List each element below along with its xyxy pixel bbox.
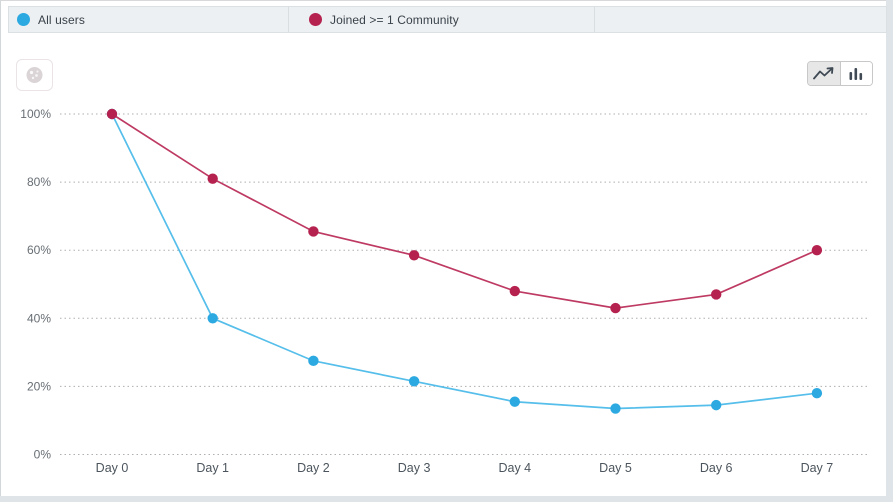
line-chart-icon (812, 66, 834, 79)
data-point[interactable] (610, 302, 621, 314)
x-axis-tick-label: Day 2 (297, 461, 330, 475)
series-color-dot-all-users (17, 13, 30, 26)
x-axis-tick-label: Day 1 (196, 461, 229, 475)
data-point[interactable] (207, 173, 218, 184)
bar-chart-toggle-button[interactable] (840, 62, 872, 85)
x-axis-tick-label: Day 3 (398, 461, 431, 475)
series-line (111, 113, 818, 309)
y-axis-tick-label: 80% (27, 175, 51, 189)
y-axis-tick-label: 60% (27, 243, 51, 257)
y-axis-tick-label: 100% (20, 107, 51, 121)
data-point[interactable] (408, 250, 420, 261)
legend-item-joined-community[interactable]: Joined >= 1 Community (289, 7, 595, 32)
x-axis-tick-label: Day 4 (498, 461, 531, 475)
data-point[interactable] (811, 388, 823, 399)
globe-button[interactable] (16, 59, 53, 91)
data-point[interactable] (711, 289, 722, 300)
bar-chart-icon (849, 67, 863, 80)
y-axis-tick-label: 40% (27, 311, 51, 325)
line-chart-toggle-button[interactable] (808, 62, 841, 85)
globe-icon (26, 67, 43, 83)
legend-label-all-users: All users (38, 12, 85, 27)
series-line (111, 113, 817, 410)
legend-bar: All users Joined >= 1 Community (8, 6, 887, 33)
y-axis-tick-label: 20% (27, 379, 51, 393)
legend-label-joined-community: Joined >= 1 Community (330, 12, 459, 27)
series-color-dot-joined-community (309, 13, 322, 26)
legend-item-all-users[interactable]: All users (9, 7, 289, 32)
data-point[interactable] (106, 108, 118, 120)
chart-type-toggle (807, 61, 873, 86)
data-point[interactable] (509, 396, 520, 407)
y-axis-tick-label: 0% (34, 448, 52, 462)
data-point[interactable] (610, 403, 621, 414)
x-axis-tick-label: Day 7 (801, 461, 834, 475)
data-point[interactable] (408, 376, 420, 387)
data-point[interactable] (207, 313, 218, 324)
data-point[interactable] (308, 355, 319, 367)
data-point[interactable] (711, 399, 722, 411)
x-axis-tick-label: Day 0 (96, 461, 129, 475)
data-point[interactable] (811, 245, 823, 256)
data-point[interactable] (509, 285, 520, 297)
data-point[interactable] (308, 226, 319, 237)
x-axis-tick-label: Day 6 (700, 461, 733, 475)
x-axis-tick-label: Day 5 (599, 461, 632, 475)
